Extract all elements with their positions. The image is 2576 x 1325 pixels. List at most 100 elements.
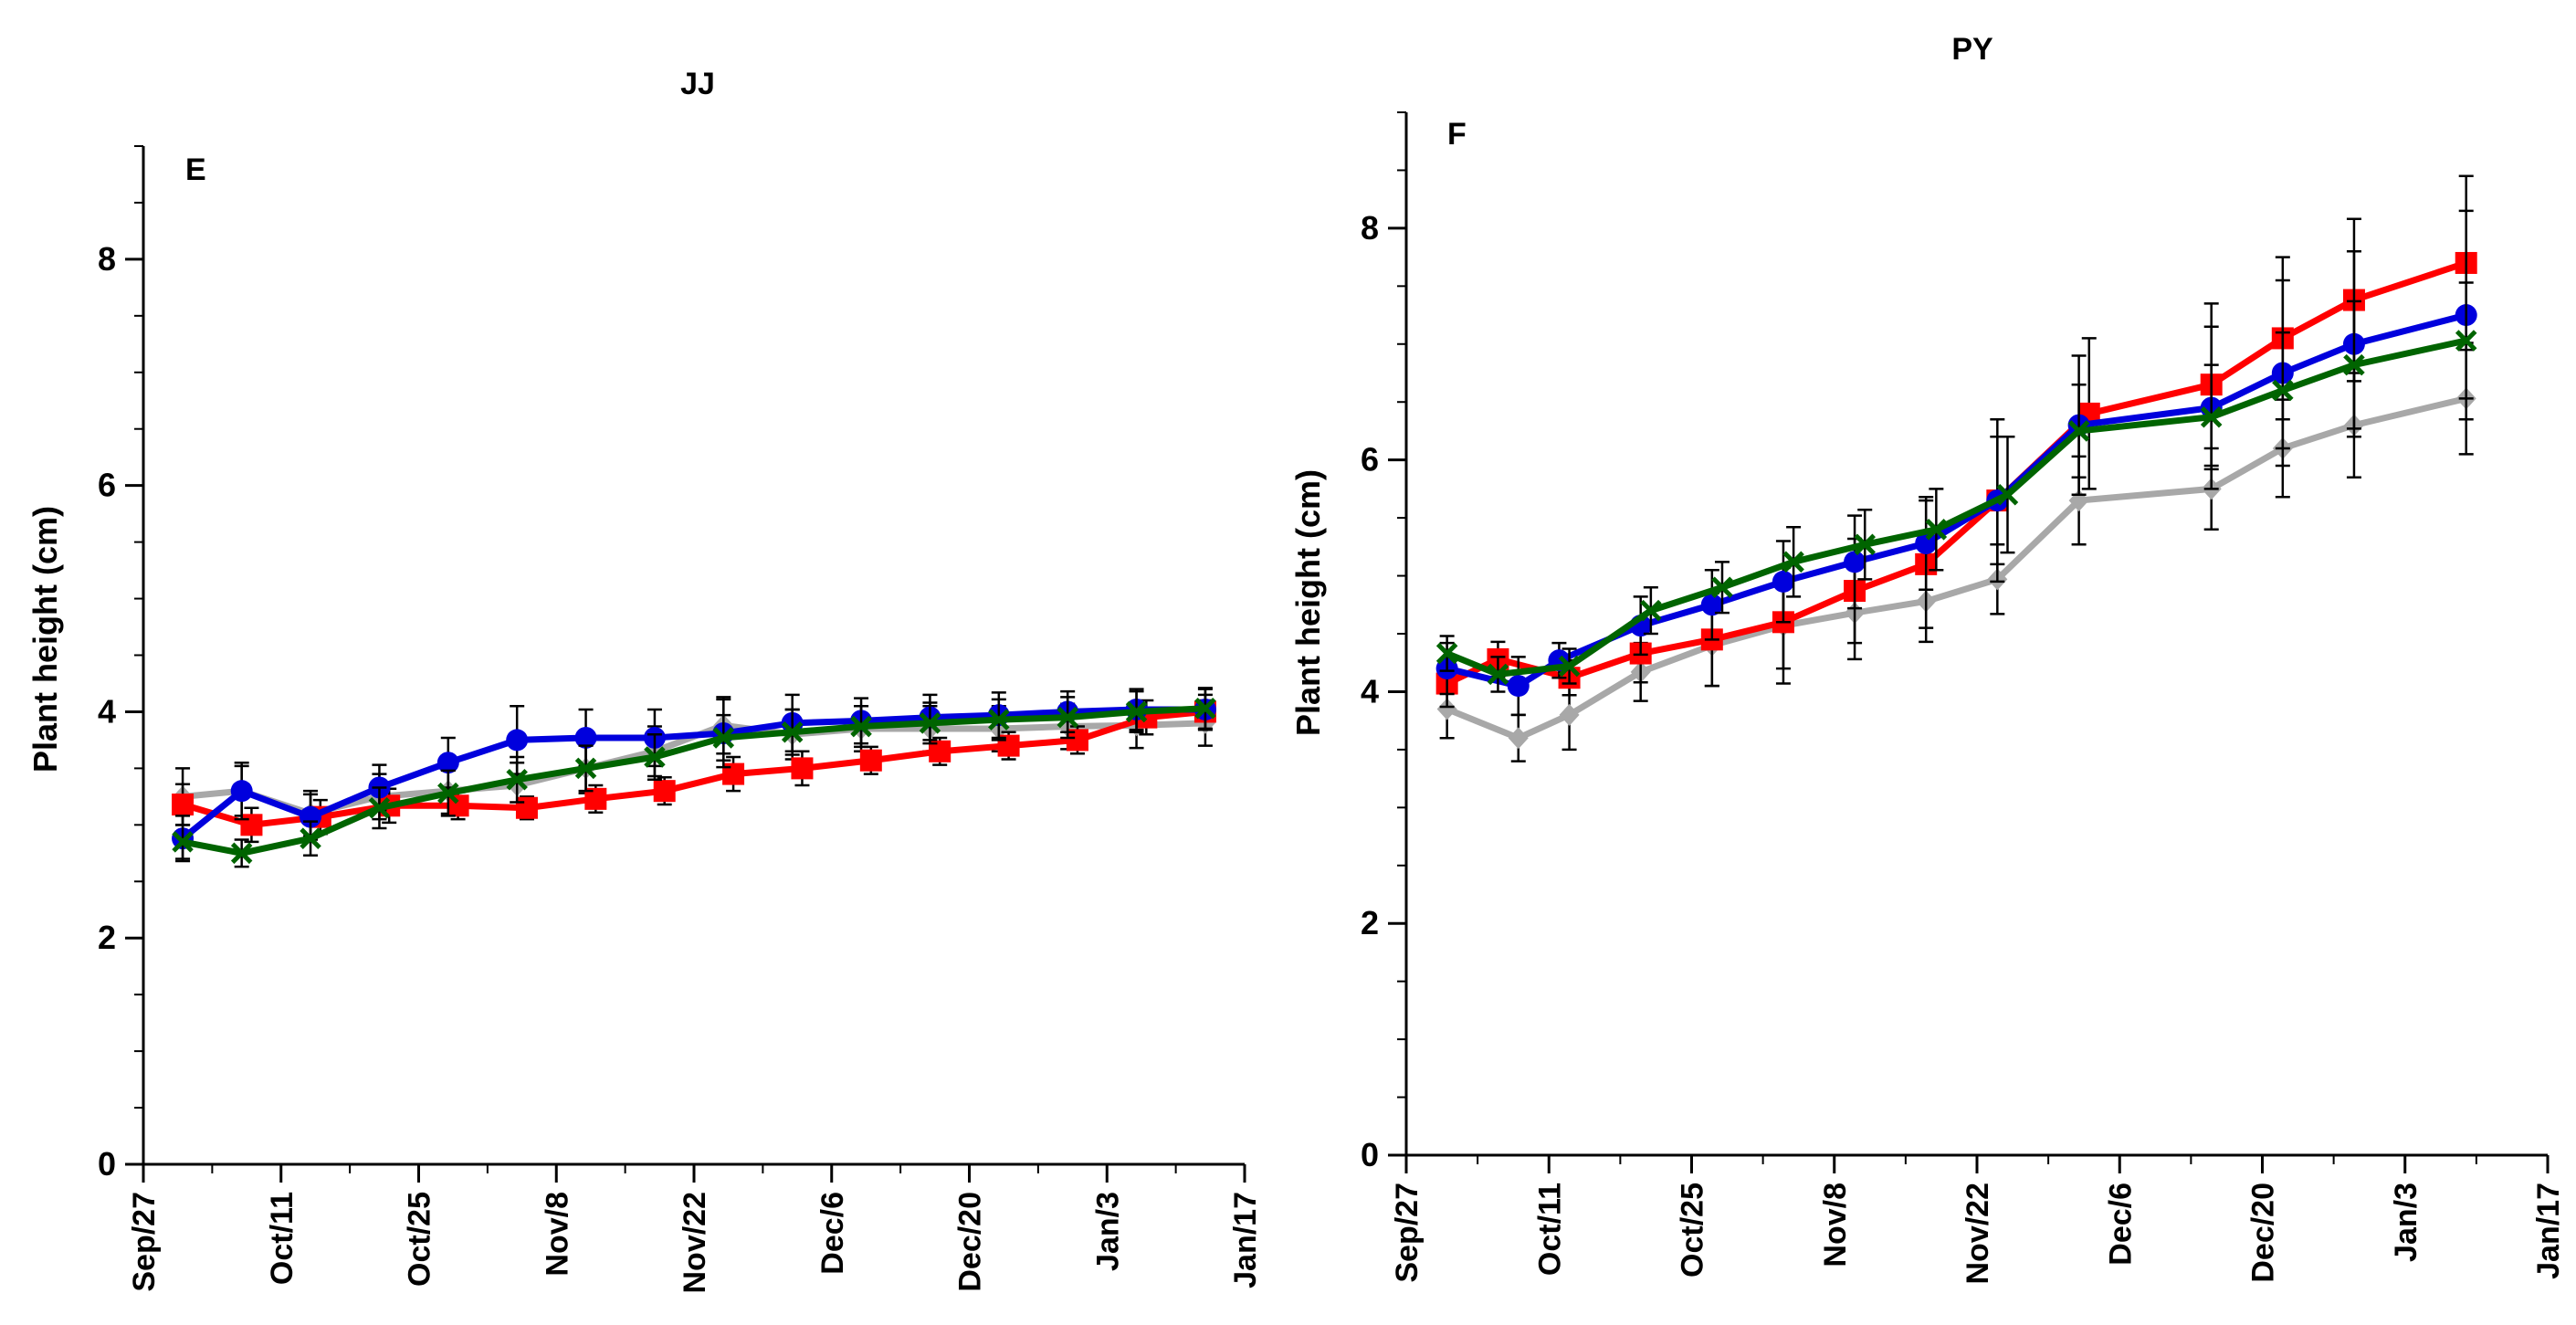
x-tick-label: Nov/8 bbox=[1818, 1183, 1853, 1267]
series-layer bbox=[1435, 174, 2477, 762]
series-line-green bbox=[1446, 337, 2467, 678]
x-tick-label: Jan/3 bbox=[2389, 1183, 2424, 1262]
x-tick-label: Nov/22 bbox=[678, 1192, 712, 1294]
data-point bbox=[1508, 727, 1529, 750]
data-point bbox=[2272, 379, 2294, 402]
data-point bbox=[2455, 330, 2477, 352]
x-tick-label: Jan/17 bbox=[1228, 1192, 1263, 1288]
panel-label: F bbox=[1447, 117, 1467, 152]
data-point bbox=[1700, 594, 1723, 616]
y-tick-label: 6 bbox=[98, 467, 116, 504]
series-layer bbox=[172, 687, 1216, 868]
series-green bbox=[1435, 281, 2477, 693]
data-point bbox=[172, 831, 194, 853]
data-point bbox=[1487, 663, 1509, 686]
data-point bbox=[712, 727, 735, 749]
y-tick-label: 0 bbox=[98, 1145, 116, 1183]
data-point bbox=[1057, 706, 1078, 729]
x-tick-label: Dec/20 bbox=[2246, 1183, 2281, 1283]
data-point bbox=[1996, 483, 2019, 506]
data-point bbox=[1559, 703, 1580, 726]
panel-label: E bbox=[185, 152, 206, 187]
y-tick-label: 8 bbox=[98, 240, 116, 278]
x-tick-label: Oct/25 bbox=[403, 1192, 437, 1287]
data-point bbox=[437, 782, 459, 804]
data-point bbox=[506, 729, 529, 752]
data-point bbox=[240, 814, 263, 836]
series-line-gray bbox=[1446, 395, 2467, 741]
data-point bbox=[2200, 405, 2223, 428]
series-line-blue bbox=[180, 706, 1205, 841]
series-blue bbox=[1435, 209, 2477, 717]
axes bbox=[142, 146, 1245, 1166]
chart-title: PY bbox=[1951, 32, 1993, 67]
x-tick-label: Nov/8 bbox=[540, 1192, 574, 1277]
series-line-red bbox=[182, 708, 1206, 828]
data-point bbox=[506, 769, 528, 791]
y-tick-label: 0 bbox=[1361, 1136, 1379, 1173]
x-tick-label: Dec/6 bbox=[815, 1192, 850, 1275]
data-point bbox=[1194, 697, 1216, 720]
data-point bbox=[653, 780, 676, 803]
x-ticks: Sep/27 Oct/11 Oct/25 Nov/8 Nov/22 Dec/6 Dec/20… bbox=[127, 1164, 1263, 1294]
data-point bbox=[1436, 698, 1457, 720]
x-ticks: Sep/27 Oct/11 Oct/25 Nov/8 Nov/22 Dec/6 Dec/20… bbox=[1390, 1155, 2566, 1285]
data-point bbox=[781, 720, 804, 743]
y-tick-label: 4 bbox=[98, 692, 116, 730]
data-point bbox=[515, 796, 538, 819]
x-tick-label: Oct/11 bbox=[265, 1192, 300, 1285]
data-point bbox=[1772, 570, 1794, 593]
y-tick-label: 6 bbox=[1361, 441, 1379, 478]
y-tick-label: 2 bbox=[1361, 904, 1379, 941]
series-line-blue bbox=[1446, 311, 2467, 689]
data-point bbox=[1640, 599, 1662, 622]
data-point bbox=[230, 842, 253, 865]
data-point bbox=[644, 746, 666, 768]
data-point bbox=[919, 712, 941, 734]
x-tick-label: Dec/20 bbox=[953, 1192, 988, 1292]
chart-panel-py: PY F Plant height (cm) 0 2 4 6 8 Sep/27 Oct/1… bbox=[1289, 32, 2566, 1285]
x-tick-label: Oct/11 bbox=[1532, 1183, 1567, 1276]
y-ticks: 0 2 4 6 8 bbox=[1361, 111, 1406, 1173]
data-point bbox=[1507, 675, 1530, 698]
data-point bbox=[1435, 642, 1458, 665]
chart-panel-jj: JJ E Plant height (cm) 0 2 4 6 8 Sep/27 Oct/1… bbox=[26, 67, 1263, 1294]
chart-title: JJ bbox=[680, 67, 715, 101]
series-line-green bbox=[182, 705, 1206, 857]
series-line-red bbox=[1446, 259, 2467, 687]
x-tick-label: Jan/17 bbox=[2531, 1183, 2566, 1279]
x-tick-label: Jan/3 bbox=[1090, 1192, 1125, 1271]
data-point bbox=[1558, 655, 1581, 678]
series-red bbox=[1435, 174, 2477, 709]
data-point bbox=[859, 749, 882, 772]
data-point bbox=[850, 715, 872, 738]
y-tick-label: 2 bbox=[98, 919, 116, 956]
data-point bbox=[300, 827, 321, 849]
data-point bbox=[172, 794, 195, 816]
series-green bbox=[172, 687, 1216, 868]
x-tick-label: Dec/6 bbox=[2103, 1183, 2138, 1266]
data-point bbox=[1844, 551, 1866, 573]
data-point bbox=[436, 752, 459, 774]
data-point bbox=[791, 757, 814, 780]
data-point bbox=[988, 709, 1010, 731]
y-tick-label: 8 bbox=[1361, 209, 1379, 247]
data-point bbox=[1854, 533, 1876, 556]
data-point bbox=[230, 780, 253, 803]
data-point bbox=[368, 796, 391, 819]
data-point bbox=[574, 757, 597, 780]
data-point bbox=[1915, 532, 1938, 555]
data-point bbox=[1782, 551, 1804, 573]
series-gray bbox=[1436, 342, 2476, 762]
y-tick-label: 4 bbox=[1361, 672, 1379, 710]
x-tick-label: Sep/27 bbox=[127, 1192, 162, 1292]
axes bbox=[1404, 112, 2548, 1157]
x-tick-label: Sep/27 bbox=[1390, 1183, 1425, 1283]
data-point bbox=[1125, 700, 1148, 723]
y-axis-label: Plant height (cm) bbox=[1289, 469, 1327, 736]
data-point bbox=[2067, 420, 2090, 442]
y-axis-label: Plant height (cm) bbox=[26, 506, 64, 773]
data-point bbox=[2343, 353, 2365, 376]
x-tick-label: Oct/25 bbox=[1676, 1183, 1710, 1278]
